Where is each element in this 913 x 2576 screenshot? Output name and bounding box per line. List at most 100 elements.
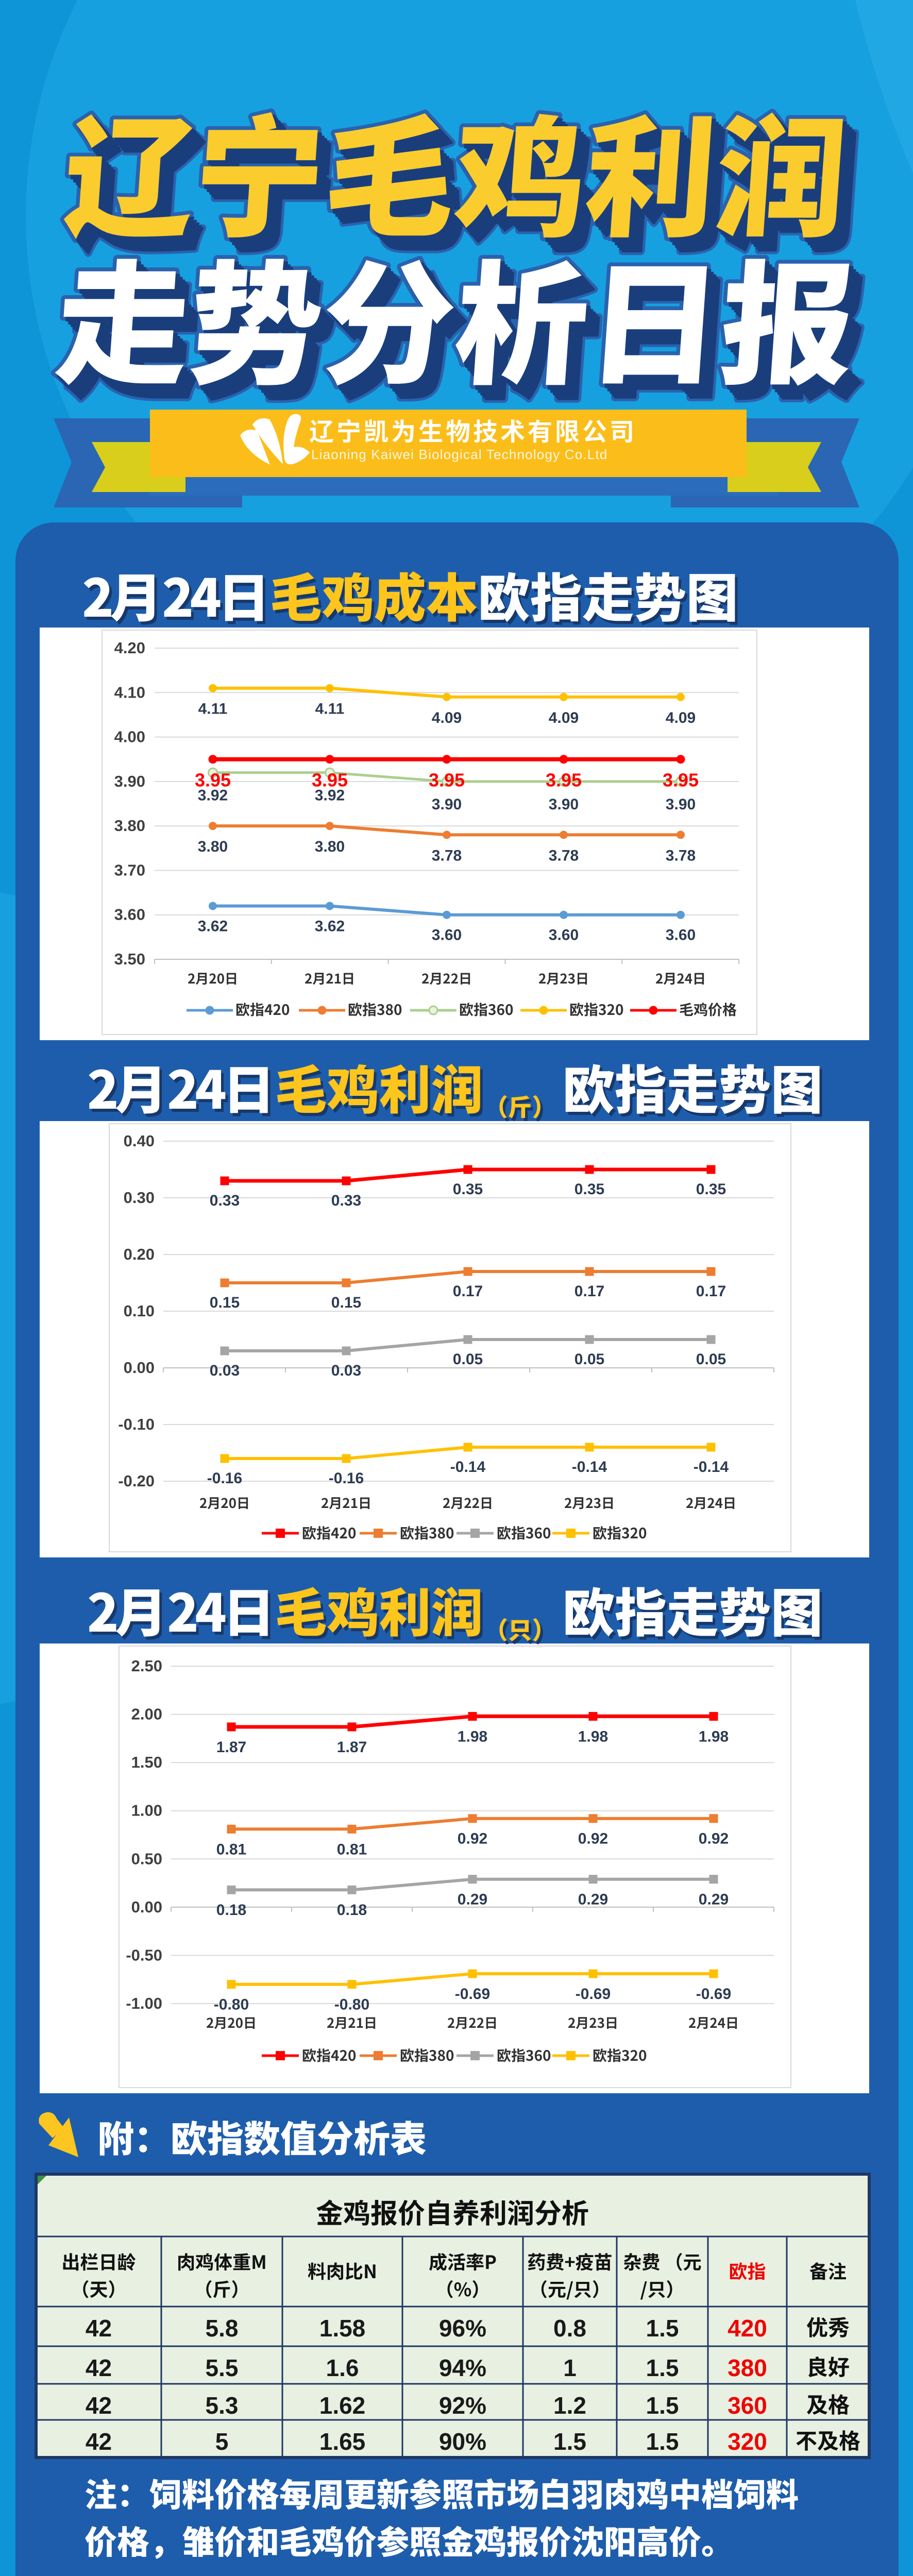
svg-text:3.50: 3.50 bbox=[114, 950, 145, 968]
svg-text:3.95: 3.95 bbox=[663, 770, 699, 791]
svg-text:0.35: 0.35 bbox=[574, 1181, 604, 1198]
svg-text:4.11: 4.11 bbox=[315, 701, 345, 718]
svg-text:Liaoning Kaiwei Biological Tec: Liaoning Kaiwei Biological Technology Co… bbox=[311, 447, 608, 462]
svg-text:0.8: 0.8 bbox=[553, 2315, 586, 2342]
svg-text:3.62: 3.62 bbox=[198, 918, 228, 935]
svg-text:3.95: 3.95 bbox=[546, 770, 582, 791]
svg-text:0.00: 0.00 bbox=[131, 1898, 162, 1916]
svg-text:1.98: 1.98 bbox=[458, 1728, 487, 1745]
svg-text:4.00: 4.00 bbox=[114, 728, 145, 746]
svg-text:1.5: 1.5 bbox=[646, 2315, 679, 2342]
svg-text:360: 360 bbox=[728, 2392, 767, 2419]
svg-text:1.50: 1.50 bbox=[131, 1753, 162, 1771]
svg-text:0.81: 0.81 bbox=[337, 1841, 367, 1858]
svg-text:-0.10: -0.10 bbox=[118, 1415, 155, 1433]
svg-text:1.58: 1.58 bbox=[319, 2315, 366, 2342]
svg-text:3.62: 3.62 bbox=[315, 918, 345, 935]
svg-text:0.20: 0.20 bbox=[124, 1245, 155, 1263]
svg-text:0.33: 0.33 bbox=[210, 1192, 240, 1209]
svg-text:380: 380 bbox=[728, 2354, 767, 2381]
svg-text:1.6: 1.6 bbox=[326, 2354, 359, 2381]
svg-text:1.87: 1.87 bbox=[337, 1739, 367, 1756]
svg-text:0.81: 0.81 bbox=[216, 1841, 246, 1858]
svg-text:3.90: 3.90 bbox=[666, 796, 696, 813]
svg-text:5: 5 bbox=[215, 2428, 229, 2455]
svg-text:3.90: 3.90 bbox=[432, 796, 462, 813]
svg-text:0.18: 0.18 bbox=[337, 1902, 367, 1919]
svg-text:0.92: 0.92 bbox=[458, 1831, 487, 1848]
svg-text:0.05: 0.05 bbox=[696, 1351, 726, 1368]
svg-text:1.5: 1.5 bbox=[646, 2392, 679, 2419]
svg-text:3.80: 3.80 bbox=[114, 817, 145, 835]
svg-text:4.20: 4.20 bbox=[114, 639, 145, 657]
svg-text:42: 42 bbox=[86, 2354, 112, 2381]
svg-text:1.65: 1.65 bbox=[319, 2428, 366, 2455]
svg-text:2.50: 2.50 bbox=[131, 1657, 162, 1675]
svg-text:-0.69: -0.69 bbox=[455, 1986, 490, 2003]
svg-text:0.92: 0.92 bbox=[699, 1831, 729, 1848]
svg-text:5.3: 5.3 bbox=[206, 2392, 239, 2419]
svg-text:-0.80: -0.80 bbox=[214, 1996, 249, 2013]
svg-text:0.17: 0.17 bbox=[574, 1283, 604, 1300]
svg-text:3.90: 3.90 bbox=[549, 796, 579, 813]
svg-text:0.29: 0.29 bbox=[578, 1891, 608, 1908]
svg-text:3.92: 3.92 bbox=[198, 787, 228, 804]
svg-text:-0.50: -0.50 bbox=[126, 1946, 162, 1964]
svg-text:3.78: 3.78 bbox=[432, 847, 462, 864]
svg-text:0.50: 0.50 bbox=[131, 1850, 162, 1868]
svg-text:3.70: 3.70 bbox=[114, 861, 145, 879]
svg-text:0.15: 0.15 bbox=[331, 1294, 361, 1311]
svg-text:2.00: 2.00 bbox=[131, 1705, 162, 1723]
svg-text:4.09: 4.09 bbox=[549, 709, 579, 726]
svg-text:0.33: 0.33 bbox=[331, 1192, 361, 1209]
svg-text:-0.80: -0.80 bbox=[334, 1996, 369, 2013]
svg-text:96%: 96% bbox=[439, 2315, 486, 2342]
svg-text:0.15: 0.15 bbox=[210, 1294, 240, 1311]
svg-text:3.80: 3.80 bbox=[315, 838, 345, 855]
svg-text:3.92: 3.92 bbox=[315, 787, 345, 804]
svg-text:0.03: 0.03 bbox=[210, 1362, 240, 1379]
svg-text:1.5: 1.5 bbox=[646, 2354, 679, 2381]
svg-text:3.60: 3.60 bbox=[666, 927, 696, 944]
svg-text:1.5: 1.5 bbox=[553, 2428, 586, 2455]
svg-text:1.87: 1.87 bbox=[216, 1739, 246, 1756]
svg-text:3.90: 3.90 bbox=[114, 772, 145, 790]
svg-text:0.17: 0.17 bbox=[453, 1283, 483, 1300]
svg-text:0.30: 0.30 bbox=[124, 1189, 155, 1207]
svg-text:1: 1 bbox=[563, 2354, 577, 2381]
svg-text:5.5: 5.5 bbox=[206, 2354, 239, 2381]
svg-text:0.00: 0.00 bbox=[124, 1359, 155, 1377]
svg-text:-1.00: -1.00 bbox=[126, 1994, 162, 2012]
svg-text:0.29: 0.29 bbox=[699, 1891, 729, 1908]
svg-text:0.35: 0.35 bbox=[453, 1181, 483, 1198]
svg-text:0.10: 0.10 bbox=[124, 1302, 155, 1320]
svg-text:3.95: 3.95 bbox=[312, 770, 348, 791]
svg-text:0.40: 0.40 bbox=[124, 1132, 155, 1150]
svg-text:3.60: 3.60 bbox=[114, 906, 145, 924]
svg-text:1.5: 1.5 bbox=[646, 2428, 679, 2455]
svg-text:1.98: 1.98 bbox=[578, 1728, 608, 1745]
svg-text:0.05: 0.05 bbox=[574, 1351, 604, 1368]
svg-text:0.03: 0.03 bbox=[331, 1362, 361, 1379]
svg-text:1.2: 1.2 bbox=[553, 2392, 586, 2419]
svg-text:-0.14: -0.14 bbox=[450, 1459, 486, 1476]
svg-text:0.18: 0.18 bbox=[216, 1902, 246, 1919]
svg-text:4.09: 4.09 bbox=[666, 709, 696, 726]
svg-text:-0.16: -0.16 bbox=[329, 1470, 364, 1487]
svg-text:-0.20: -0.20 bbox=[118, 1472, 155, 1490]
svg-text:92%: 92% bbox=[439, 2392, 486, 2419]
svg-text:0.05: 0.05 bbox=[453, 1351, 483, 1368]
svg-text:-0.69: -0.69 bbox=[696, 1986, 731, 2003]
svg-text:320: 320 bbox=[728, 2428, 767, 2455]
svg-text:-0.16: -0.16 bbox=[207, 1470, 242, 1487]
svg-text:4.09: 4.09 bbox=[432, 709, 462, 726]
svg-text:94%: 94% bbox=[439, 2354, 486, 2381]
svg-text:3.78: 3.78 bbox=[549, 847, 579, 864]
svg-text:1.00: 1.00 bbox=[131, 1802, 162, 1820]
svg-text:1.62: 1.62 bbox=[319, 2392, 366, 2419]
svg-text:90%: 90% bbox=[439, 2428, 486, 2455]
svg-text:0.29: 0.29 bbox=[458, 1891, 487, 1908]
svg-text:3.60: 3.60 bbox=[549, 927, 579, 944]
svg-text:-0.14: -0.14 bbox=[572, 1459, 607, 1476]
svg-text:0.92: 0.92 bbox=[578, 1831, 608, 1848]
